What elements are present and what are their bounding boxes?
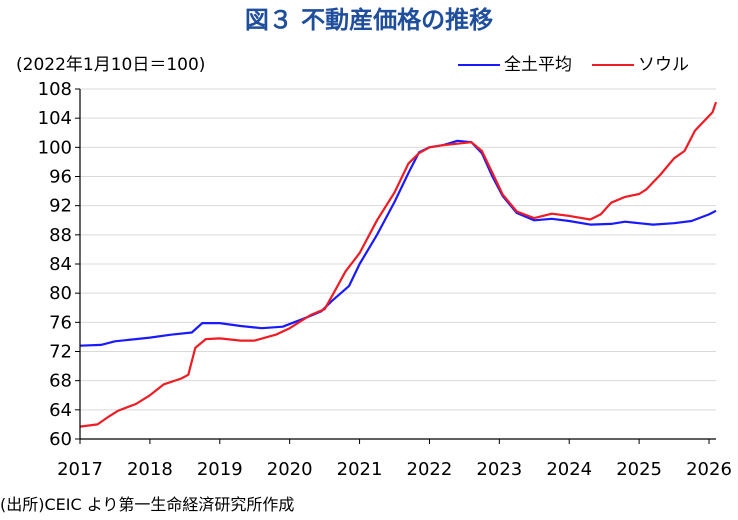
x-tick-label: 2023 xyxy=(476,459,522,480)
y-tick-label: 84 xyxy=(49,254,72,275)
x-tick-label: 2021 xyxy=(337,459,383,480)
y-tick-label: 60 xyxy=(49,429,72,450)
line-chart: 60 64 68 72 76 80 84 88 92 96 100 104 108 2017 2018 201… xyxy=(38,79,732,480)
legend-swatch-national xyxy=(458,64,500,66)
y-tick-label: 96 xyxy=(49,167,72,188)
y-tick-label: 108 xyxy=(38,79,72,100)
legend-swatch-seoul xyxy=(592,64,634,66)
y-tick-label: 68 xyxy=(49,371,72,392)
x-tick-label: 2024 xyxy=(546,459,592,480)
series-line-seoul xyxy=(79,101,718,428)
x-tick-label: 2026 xyxy=(686,459,732,480)
series-lines xyxy=(79,101,718,428)
chart-title: 図３ 不動産価格の推移 xyxy=(244,6,494,34)
y-tick-label: 88 xyxy=(49,225,72,246)
legend-item-seoul: ソウル xyxy=(592,54,689,76)
y-tick-label: 104 xyxy=(38,108,72,129)
x-tick-label: 2025 xyxy=(616,459,662,480)
x-tick-label: 2019 xyxy=(197,459,243,480)
y-axis-unit-label: (2022年1月10日＝100) xyxy=(16,55,206,75)
legend-label-national: 全土平均 xyxy=(504,55,572,75)
y-tick-label: 100 xyxy=(38,137,72,158)
series-line-national xyxy=(79,139,717,347)
y-tick-label: 72 xyxy=(49,342,72,363)
y-tick-label: 64 xyxy=(49,400,72,421)
x-tick-label: 2018 xyxy=(127,459,173,480)
grid-lines xyxy=(80,88,716,411)
x-tick-label: 2022 xyxy=(407,459,453,480)
legend-item-national: 全土平均 xyxy=(458,54,572,76)
y-tick-label: 76 xyxy=(49,312,72,333)
x-tick-label: 2020 xyxy=(267,459,313,480)
legend: 全土平均 ソウル xyxy=(458,54,709,76)
y-tick-label: 92 xyxy=(49,196,72,217)
axes: 60 64 68 72 76 80 84 88 92 96 100 104 108 2017 2018 201… xyxy=(38,79,732,480)
y-tick-label: 80 xyxy=(49,283,72,304)
legend-label-seoul: ソウル xyxy=(638,55,689,75)
source-note: (出所)CEIC より第一生命経済研究所作成 xyxy=(0,495,295,514)
x-tick-label: 2017 xyxy=(57,459,103,480)
